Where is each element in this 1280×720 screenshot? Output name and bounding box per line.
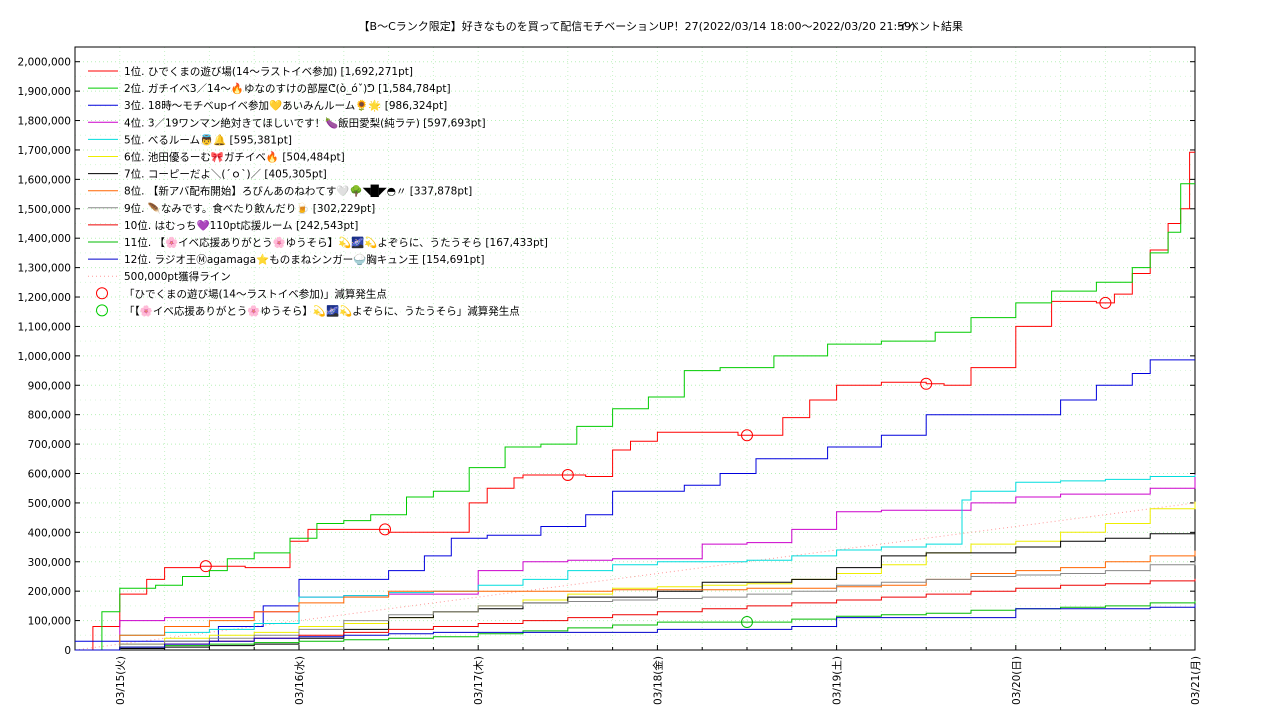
y-tick-label: 1,600,000 (18, 174, 71, 186)
legend-label: 「【🌸イベ応援ありがとう🌸ゆうそら】💫🌌💫よぞらに、うたうそら」減算発生点 (124, 304, 520, 317)
series-line-11 (75, 600, 1196, 651)
y-tick-label: 1,100,000 (18, 321, 71, 333)
legend-label: 12位. ラジオ王Ⓜagamaga⭐ものまねシンガー🍚胸キュン王 [154,69… (124, 253, 485, 266)
y-tick-label: 1,300,000 (18, 263, 71, 275)
legend-label: 11位. 【🌸イベ応援ありがとう🌸ゆうそら】💫🌌💫よぞらに、うたうそら [167… (124, 236, 548, 249)
legend-label: 3位. 18時〜モチベupイベ参加💛あいみんルーム🌻🌟 [986,324pt] (124, 99, 447, 112)
legend-label: 500,000pt獲得ライン (124, 270, 231, 283)
y-tick-label: 1,700,000 (18, 145, 71, 157)
legend-label: 5位. べるルーム👼🔔 [595,381pt] (124, 133, 292, 146)
legend-label: 7位. コーピーだよ＼(´ｏ`)／ [405,305pt] (124, 168, 327, 181)
y-tick-label: 600,000 (28, 469, 71, 481)
reference-line (74, 502, 1196, 651)
y-tick-label: 2,000,000 (18, 57, 71, 69)
series-line-3 (75, 359, 1195, 642)
legend-label: 4位. 3／19ワンマン絶対きてほしいです！🍆飯田愛梨(純ラテ) [597,69… (124, 116, 486, 129)
decrease-point-marker (561, 468, 574, 481)
legend-label: 6位. 池田優るーむ🎀ガチイベ🔥 [504,484pt] (124, 151, 345, 164)
series-line-1 (75, 151, 1195, 651)
legend-marker-symbol (96, 304, 108, 317)
decrease-point-marker (199, 560, 212, 573)
y-tick-label: 900,000 (28, 380, 71, 392)
x-tick-label: 03/15(火) (115, 656, 127, 705)
plot-frame (74, 46, 1196, 651)
y-tick-label: 400,000 (28, 527, 71, 539)
y-tick-label: 1,500,000 (18, 204, 71, 216)
decrease-point-marker (741, 429, 753, 442)
y-tick-label: 300,000 (28, 557, 71, 569)
y-tick-label: 1,200,000 (18, 292, 71, 304)
y-tick-label: 0 (64, 645, 71, 657)
legend-marker-symbol (96, 287, 108, 300)
series-line-12 (75, 604, 1196, 651)
series-line-9 (75, 561, 1196, 651)
x-tick-label: 03/21(月) (1190, 656, 1202, 705)
y-tick-label: 100,000 (28, 616, 71, 628)
legend: 1位. ひでくまの遊び場(14〜ラストイベ参加) [1,692,271pt] 2位… (88, 65, 548, 317)
chart-title: 【B～Cランク限定】好きなものを買って配信モチベーションUP！27(2022/0… (359, 19, 916, 33)
grid (75, 47, 1196, 650)
y-tick-label: 1,800,000 (18, 116, 71, 128)
line-500k-target (74, 502, 1196, 651)
x-tick-label: 03/17(木) (473, 656, 485, 705)
legend-label: 2位. ガチイベ3／14〜🔥ゆなのすけの部屋ᕦ(ò_óˇ)ᕤ [1,584,78… (124, 82, 451, 95)
decrease-markers (199, 296, 1112, 629)
legend-label: 1位. ひでくまの遊び場(14〜ラストイベ参加) [1,692,271pt] (124, 65, 413, 78)
y-tick-label: 1,400,000 (18, 233, 71, 245)
y-tick-label: 200,000 (28, 586, 71, 598)
x-tick-label: 03/18(金) (651, 656, 664, 705)
decrease-point-marker (379, 523, 392, 536)
chart-subtitle: イベント結果 (897, 19, 963, 33)
series-line-8 (75, 550, 1196, 651)
series-lines (75, 151, 1196, 651)
y-tick-label: 500,000 (28, 498, 71, 510)
series-line-6 (75, 501, 1196, 651)
y-tick-label: 1,900,000 (18, 86, 71, 98)
y-axis: 0 100,000 200,000 300,000 400,000 500,000 600,… (18, 57, 1195, 657)
y-tick-label: 700,000 (28, 439, 71, 451)
y-tick-label: 1,000,000 (18, 351, 71, 363)
legend-label: 8位. 【新アバ配布開始】ろびんあのねわてす🤍🌳◥█◤◓〃 [337,878pt… (124, 185, 472, 198)
decrease-point-marker (741, 616, 753, 629)
y-tick-label: 800,000 (28, 410, 71, 422)
decrease-point-marker (1099, 296, 1112, 309)
legend-label: 9位. 🪶なみです。食べたり飲んだり🍺 [302,229pt] (124, 202, 375, 215)
x-tick-label: 03/19(土) (831, 656, 844, 705)
decrease-point-marker (920, 377, 933, 390)
legend-label: 10位. はむっち💜110pt応援ルーム [242,543pt] (124, 219, 358, 232)
series-line-5 (75, 474, 1196, 651)
x-tick-label: 03/16(水) (294, 656, 306, 705)
legend-label: 「ひでくまの遊び場(14〜ラストイベ参加)」減算発生点 (124, 287, 387, 300)
series-line-2 (75, 183, 1195, 651)
x-axis: 03/15(火) 03/16(水) 03/17(木) 03/18(金) 03/19(土)… (115, 645, 1202, 705)
x-tick-label: 03/20(日) (1011, 656, 1023, 705)
